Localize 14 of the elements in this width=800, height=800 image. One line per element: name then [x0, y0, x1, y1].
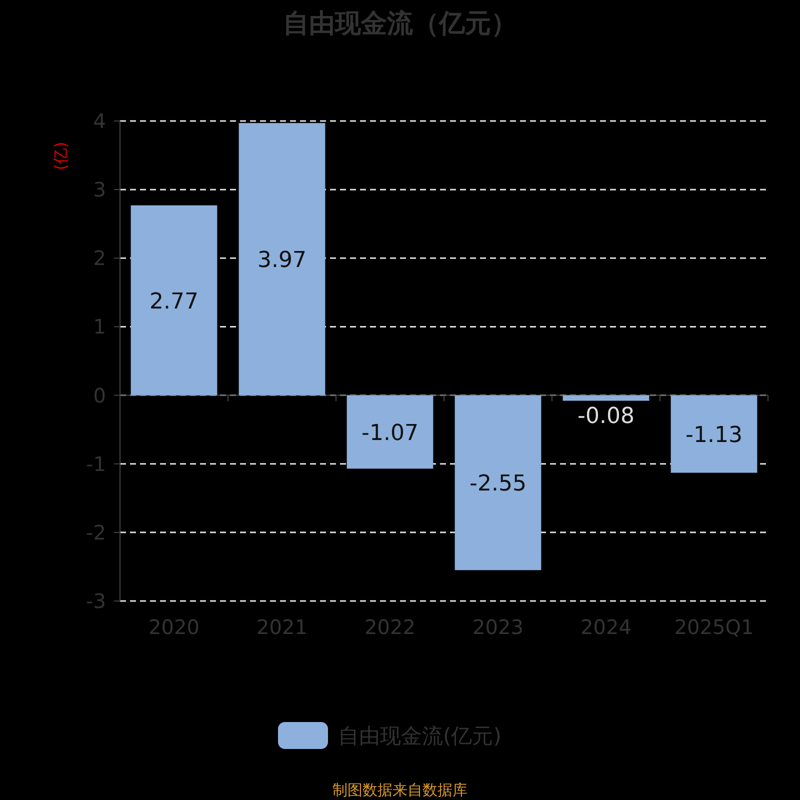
bar: [346, 395, 434, 469]
data-label: -1.13: [686, 423, 742, 448]
bar: [670, 395, 758, 473]
bar: [454, 395, 542, 570]
data-label: -2.55: [470, 472, 526, 497]
y-axis-title: (亿): [51, 142, 70, 170]
text: 制图数据来自数据库: [332, 781, 468, 799]
bar: [562, 395, 650, 401]
data-label: 2.77: [150, 289, 198, 314]
data-label: 3.97: [258, 248, 306, 274]
data-label: -1.07: [362, 420, 418, 446]
bar: [130, 205, 218, 396]
data-label: -0.08: [578, 404, 634, 429]
bar: [238, 123, 326, 396]
